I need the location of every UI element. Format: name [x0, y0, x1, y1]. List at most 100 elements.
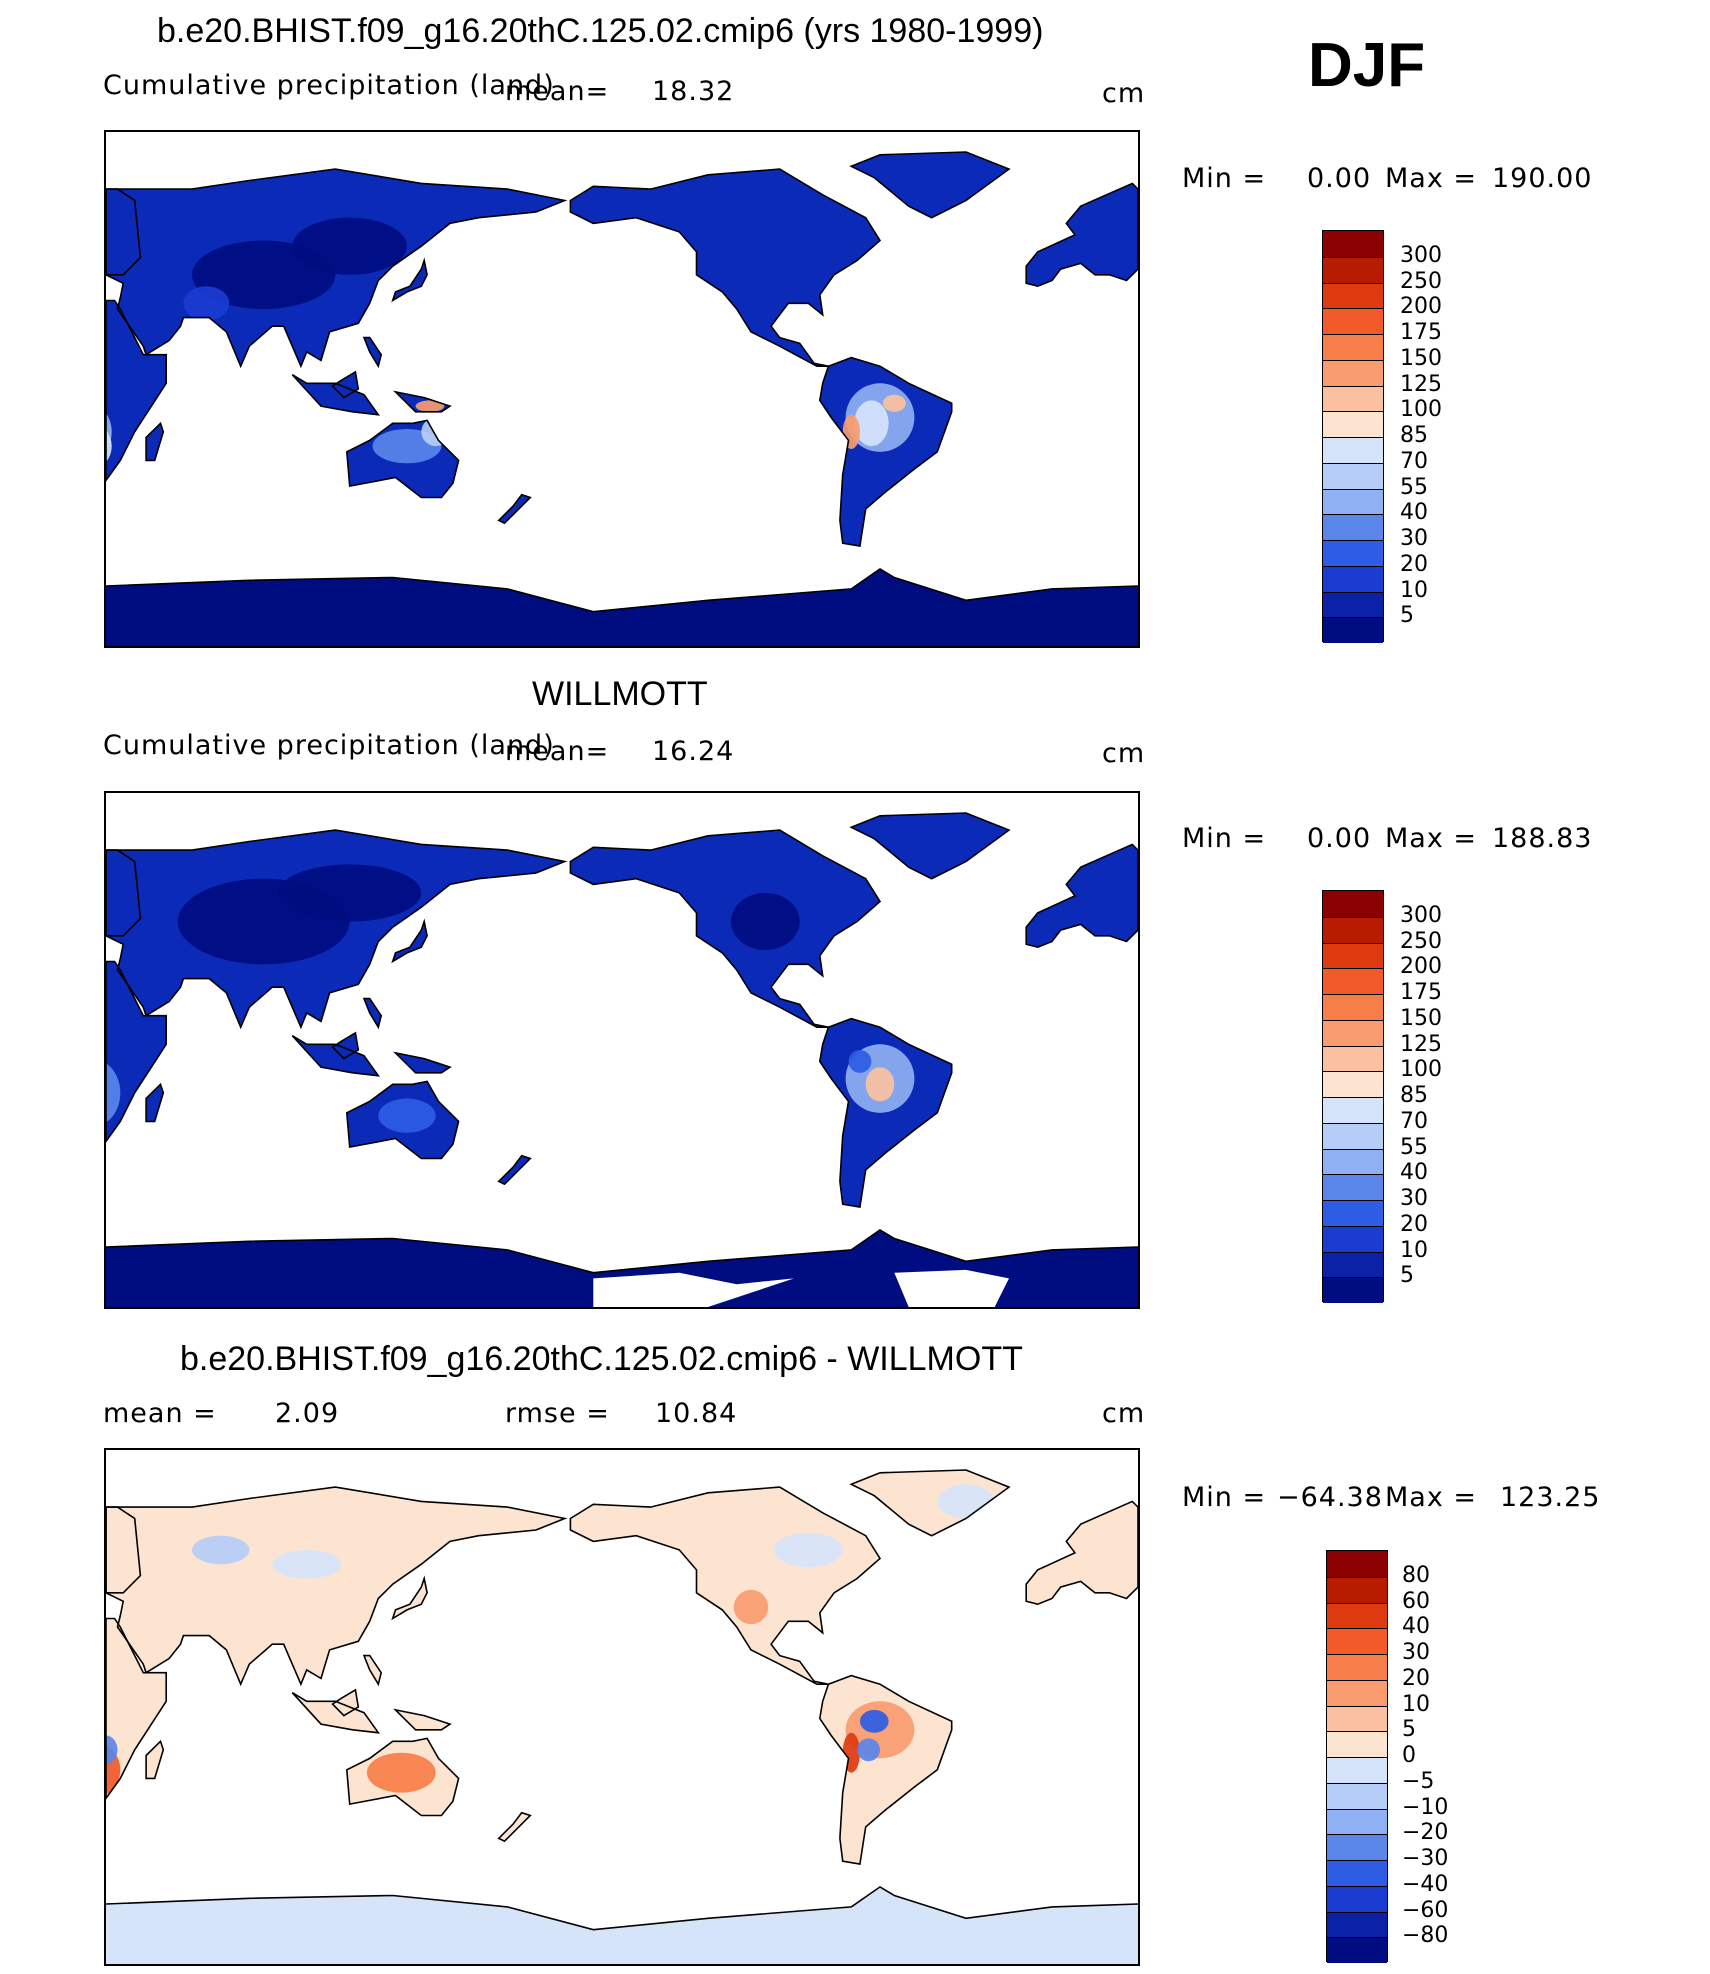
land-japan	[392, 1578, 428, 1619]
land-westEuropeLeft	[106, 189, 141, 275]
colorbar-tick-label: 100	[1400, 1057, 1442, 1083]
coastline	[106, 829, 568, 1030]
panel1-max-value: 190.00	[1492, 163, 1593, 194]
colorbar-swatch	[1327, 1602, 1387, 1629]
panel1-mean-value: 18.32	[652, 76, 735, 107]
panel3-title: b.e20.BHIST.f09_g16.20thC.125.02.cmip6 -…	[180, 1340, 1023, 1378]
colorbar-swatch	[1323, 540, 1383, 566]
panel3-max-label: Max =	[1385, 1482, 1478, 1513]
land-nAmerica	[570, 830, 880, 1028]
panel3-min-label: Min =	[1182, 1482, 1267, 1513]
coastline	[106, 1617, 168, 1800]
land-madagascar	[146, 1741, 164, 1779]
colorbar-swatch	[1323, 591, 1383, 618]
precip-patch	[937, 1484, 995, 1519]
land-africaLeft	[106, 1618, 167, 1799]
colorbar-swatch	[1323, 385, 1383, 412]
colorbar-tick-label: 5	[1400, 603, 1414, 629]
precip-patch	[733, 1589, 769, 1625]
colorbar-swatch	[1323, 891, 1383, 917]
panel2-title: WILLMOTT	[532, 675, 708, 713]
colorbar-tick-label: −30	[1402, 1846, 1449, 1871]
land-philippines	[364, 1655, 382, 1685]
precip-patch	[183, 286, 230, 321]
colorbar-swatch	[1327, 1654, 1387, 1680]
colorbar-swatch	[1327, 1757, 1387, 1783]
coastline	[818, 1017, 953, 1209]
precip-patch	[842, 414, 860, 449]
coastline	[106, 849, 142, 937]
colorbar-swatch	[1323, 411, 1383, 437]
colorbar-tick-label: 70	[1400, 1108, 1428, 1134]
colorbar-swatch	[1323, 617, 1383, 643]
panel1-map	[104, 130, 1140, 648]
land-borneo	[332, 1032, 359, 1059]
colorbar-swatch	[1323, 1225, 1383, 1252]
colorbar-swatch	[1327, 1834, 1387, 1860]
precip-field	[106, 1484, 995, 1799]
coastline	[391, 1575, 428, 1621]
coastline	[106, 168, 568, 369]
colorbar-swatch	[1323, 514, 1383, 540]
land-borneo	[332, 371, 359, 398]
colorbar-swatch	[1323, 488, 1383, 515]
colorbar-tick-label: 125	[1400, 371, 1442, 397]
coastline	[497, 493, 532, 525]
colorbar-tick-label: 30	[1400, 526, 1428, 551]
colorbar-swatch	[1327, 1782, 1387, 1809]
precip-patch	[366, 1752, 436, 1793]
colorbar-tick-label: 60	[1402, 1588, 1430, 1614]
coastline	[569, 168, 882, 367]
colorbar-tick-label: 20	[1400, 1211, 1428, 1237]
land-eurasia	[106, 1487, 565, 1685]
panel2-max-value: 188.83	[1492, 823, 1593, 854]
colorbar-tick-label: 10	[1400, 577, 1428, 603]
coastline	[391, 257, 428, 303]
panel1-units: cm	[1102, 78, 1146, 109]
colorbar-swatch	[1327, 1860, 1387, 1886]
colorbar-swatch	[1327, 1911, 1387, 1938]
colorbar-swatch	[1323, 565, 1383, 592]
panel3-mean-label: mean =	[103, 1398, 217, 1429]
colorbar-tick-label: 20	[1402, 1665, 1430, 1691]
panel1-title: b.e20.BHIST.f09_g16.20thC.125.02.cmip6 (…	[157, 12, 1044, 50]
land-greenland	[851, 152, 1009, 218]
colorbar-swatch	[1323, 359, 1383, 386]
colorbar-swatch	[1323, 1097, 1383, 1123]
panel2-map	[104, 791, 1140, 1309]
colorbar-tick-label: 200	[1400, 954, 1442, 980]
panel2-min-value: 0.00	[1307, 823, 1372, 854]
coastline	[345, 1737, 460, 1817]
colorbar-tick-label: 85	[1400, 423, 1428, 448]
colorbar-tick-label: 70	[1400, 448, 1428, 474]
colorbar-swatch	[1323, 1174, 1383, 1200]
land-indonesia	[292, 1692, 379, 1733]
colorbar-tick-label: −60	[1402, 1897, 1449, 1923]
colorbar-swatch	[1327, 1937, 1387, 1963]
panel2-units: cm	[1102, 738, 1146, 769]
coastline	[106, 188, 142, 276]
land-japan	[392, 921, 428, 962]
colorbar-tick-label: 10	[1400, 1237, 1428, 1263]
colorbar-tick-label: 150	[1400, 345, 1442, 371]
coastline	[818, 1674, 953, 1866]
coastline	[393, 1051, 452, 1074]
coastline	[569, 1486, 882, 1685]
coastline	[331, 370, 360, 399]
colorbar-swatch	[1323, 1148, 1383, 1175]
colorbar-swatch	[1323, 1251, 1383, 1278]
colorbar-tick-label: 5	[1402, 1717, 1416, 1743]
panel2-min-label: Min =	[1182, 823, 1267, 854]
precip-patch	[278, 864, 422, 922]
colorbar-tick-label: 40	[1400, 1160, 1428, 1186]
precip-patch	[421, 417, 450, 447]
colorbar-tick-label: 175	[1400, 980, 1442, 1005]
precip-patch	[857, 1738, 880, 1762]
panel3-min-value: −64.38	[1277, 1482, 1383, 1513]
colorbar-tick-label: 200	[1400, 294, 1442, 320]
coastline	[106, 1506, 142, 1594]
coastline	[145, 1739, 165, 1780]
coastline	[849, 1469, 1011, 1537]
panel3-colorbar	[1326, 1550, 1388, 1963]
precip-patch	[882, 394, 906, 412]
